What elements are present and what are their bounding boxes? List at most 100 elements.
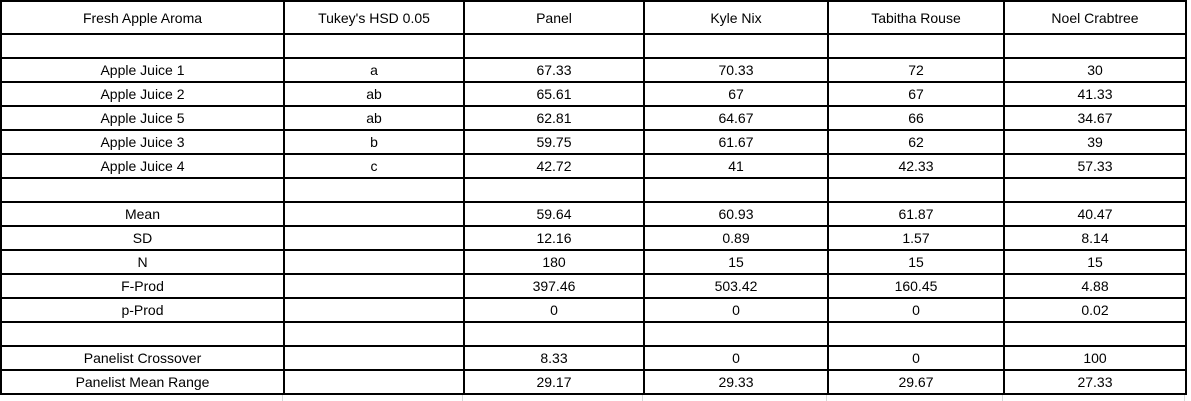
value-cell[interactable]: 57.33 bbox=[1003, 153, 1187, 179]
empty-cell[interactable] bbox=[463, 321, 645, 347]
value-cell[interactable]: 8.33 bbox=[463, 345, 645, 371]
column-header-cell[interactable]: Tabitha Rouse bbox=[827, 0, 1005, 35]
hsd-group-cell[interactable]: ab bbox=[283, 81, 465, 107]
column-header-cell[interactable]: Kyle Nix bbox=[643, 0, 829, 35]
sample-name-cell[interactable]: Apple Juice 5 bbox=[0, 105, 285, 131]
value-cell[interactable]: 15 bbox=[1003, 249, 1187, 275]
value-cell[interactable]: 42.72 bbox=[463, 153, 645, 179]
value-cell[interactable]: 12.16 bbox=[463, 225, 645, 251]
empty-cell[interactable] bbox=[643, 321, 829, 347]
column-header-cell[interactable]: Panel bbox=[463, 0, 645, 35]
value-cell[interactable]: 64.67 bbox=[643, 105, 829, 131]
value-cell[interactable]: 27.33 bbox=[1003, 369, 1187, 395]
table-row: N 180 15 15 15 bbox=[0, 249, 1187, 275]
value-cell[interactable]: 61.87 bbox=[827, 201, 1005, 227]
empty-cell[interactable] bbox=[827, 33, 1005, 59]
hsd-group-cell[interactable]: a bbox=[283, 57, 465, 83]
value-cell[interactable]: 65.61 bbox=[463, 81, 645, 107]
value-cell[interactable]: 72 bbox=[827, 57, 1005, 83]
empty-cell[interactable] bbox=[463, 177, 645, 203]
empty-cell[interactable] bbox=[0, 321, 285, 347]
value-cell[interactable]: 8.14 bbox=[1003, 225, 1187, 251]
empty-cell[interactable] bbox=[827, 321, 1005, 347]
empty-cell[interactable] bbox=[283, 177, 465, 203]
empty-cell[interactable] bbox=[643, 33, 829, 59]
stat-label-cell[interactable]: SD bbox=[0, 225, 285, 251]
value-cell[interactable]: 42.33 bbox=[827, 153, 1005, 179]
value-cell[interactable]: 180 bbox=[463, 249, 645, 275]
stat-label-cell[interactable]: N bbox=[0, 249, 285, 275]
value-cell[interactable]: 41.33 bbox=[1003, 81, 1187, 107]
value-cell[interactable]: 1.57 bbox=[827, 225, 1005, 251]
value-cell[interactable] bbox=[283, 345, 465, 371]
value-cell[interactable] bbox=[283, 273, 465, 299]
value-cell[interactable]: 0.02 bbox=[1003, 297, 1187, 323]
value-cell[interactable]: 61.67 bbox=[643, 129, 829, 155]
value-cell[interactable]: 41 bbox=[643, 153, 829, 179]
sample-name-cell[interactable]: Apple Juice 2 bbox=[0, 81, 285, 107]
value-cell[interactable]: 60.93 bbox=[643, 201, 829, 227]
empty-cell[interactable] bbox=[283, 321, 465, 347]
empty-cell[interactable] bbox=[0, 33, 285, 59]
empty-cell[interactable] bbox=[1003, 321, 1187, 347]
empty-cell[interactable] bbox=[1003, 33, 1187, 59]
value-cell[interactable]: 67 bbox=[643, 81, 829, 107]
value-cell[interactable]: 29.67 bbox=[827, 369, 1005, 395]
table-row bbox=[0, 33, 1187, 59]
column-header-cell[interactable]: Tukey's HSD 0.05 bbox=[283, 0, 465, 35]
value-cell[interactable]: 70.33 bbox=[643, 57, 829, 83]
value-cell[interactable] bbox=[283, 225, 465, 251]
empty-cell[interactable] bbox=[283, 33, 465, 59]
value-cell[interactable]: 0 bbox=[643, 297, 829, 323]
hsd-group-cell[interactable]: ab bbox=[283, 105, 465, 131]
value-cell[interactable]: 0 bbox=[827, 345, 1005, 371]
hsd-group-cell[interactable]: c bbox=[283, 153, 465, 179]
value-cell[interactable] bbox=[283, 201, 465, 227]
empty-cell[interactable] bbox=[827, 177, 1005, 203]
sample-name-cell[interactable]: Apple Juice 3 bbox=[0, 129, 285, 155]
value-cell[interactable]: 397.46 bbox=[463, 273, 645, 299]
value-cell[interactable]: 15 bbox=[643, 249, 829, 275]
stat-label-cell[interactable]: Mean bbox=[0, 201, 285, 227]
value-cell[interactable]: 160.45 bbox=[827, 273, 1005, 299]
value-cell[interactable]: 62 bbox=[827, 129, 1005, 155]
value-cell[interactable]: 34.67 bbox=[1003, 105, 1187, 131]
value-cell[interactable]: 29.33 bbox=[643, 369, 829, 395]
value-cell[interactable]: 0 bbox=[463, 297, 645, 323]
value-cell[interactable]: 62.81 bbox=[463, 105, 645, 131]
value-cell[interactable]: 100 bbox=[1003, 345, 1187, 371]
column-header-cell[interactable]: Noel Crabtree bbox=[1003, 0, 1187, 35]
value-cell[interactable]: 0.89 bbox=[643, 225, 829, 251]
value-cell[interactable]: 0 bbox=[827, 297, 1005, 323]
value-cell[interactable]: 40.47 bbox=[1003, 201, 1187, 227]
value-cell[interactable]: 29.17 bbox=[463, 369, 645, 395]
stat-label-cell[interactable]: Panelist Crossover bbox=[0, 345, 285, 371]
value-cell[interactable] bbox=[283, 249, 465, 275]
stat-label-cell[interactable]: F-Prod bbox=[0, 273, 285, 299]
stat-label-cell[interactable]: p-Prod bbox=[0, 297, 285, 323]
value-cell[interactable] bbox=[283, 297, 465, 323]
gridline-stub bbox=[0, 395, 283, 401]
value-cell[interactable]: 39 bbox=[1003, 129, 1187, 155]
value-cell[interactable]: 0 bbox=[643, 345, 829, 371]
empty-cell[interactable] bbox=[643, 177, 829, 203]
hsd-group-cell[interactable]: b bbox=[283, 129, 465, 155]
value-cell[interactable]: 66 bbox=[827, 105, 1005, 131]
value-cell[interactable]: 503.42 bbox=[643, 273, 829, 299]
table-title-cell[interactable]: Fresh Apple Aroma bbox=[0, 0, 285, 35]
value-cell[interactable]: 59.64 bbox=[463, 201, 645, 227]
value-cell[interactable]: 4.88 bbox=[1003, 273, 1187, 299]
empty-cell[interactable] bbox=[0, 177, 285, 203]
value-cell[interactable] bbox=[283, 369, 465, 395]
value-cell[interactable]: 59.75 bbox=[463, 129, 645, 155]
sample-name-cell[interactable]: Apple Juice 4 bbox=[0, 153, 285, 179]
sample-name-cell[interactable]: Apple Juice 1 bbox=[0, 57, 285, 83]
empty-cell[interactable] bbox=[463, 33, 645, 59]
value-cell[interactable]: 67 bbox=[827, 81, 1005, 107]
stat-label-cell[interactable]: Panelist Mean Range bbox=[0, 369, 285, 395]
value-cell[interactable]: 67.33 bbox=[463, 57, 645, 83]
empty-cell[interactable] bbox=[1003, 177, 1187, 203]
value-cell[interactable]: 30 bbox=[1003, 57, 1187, 83]
value-cell[interactable]: 15 bbox=[827, 249, 1005, 275]
